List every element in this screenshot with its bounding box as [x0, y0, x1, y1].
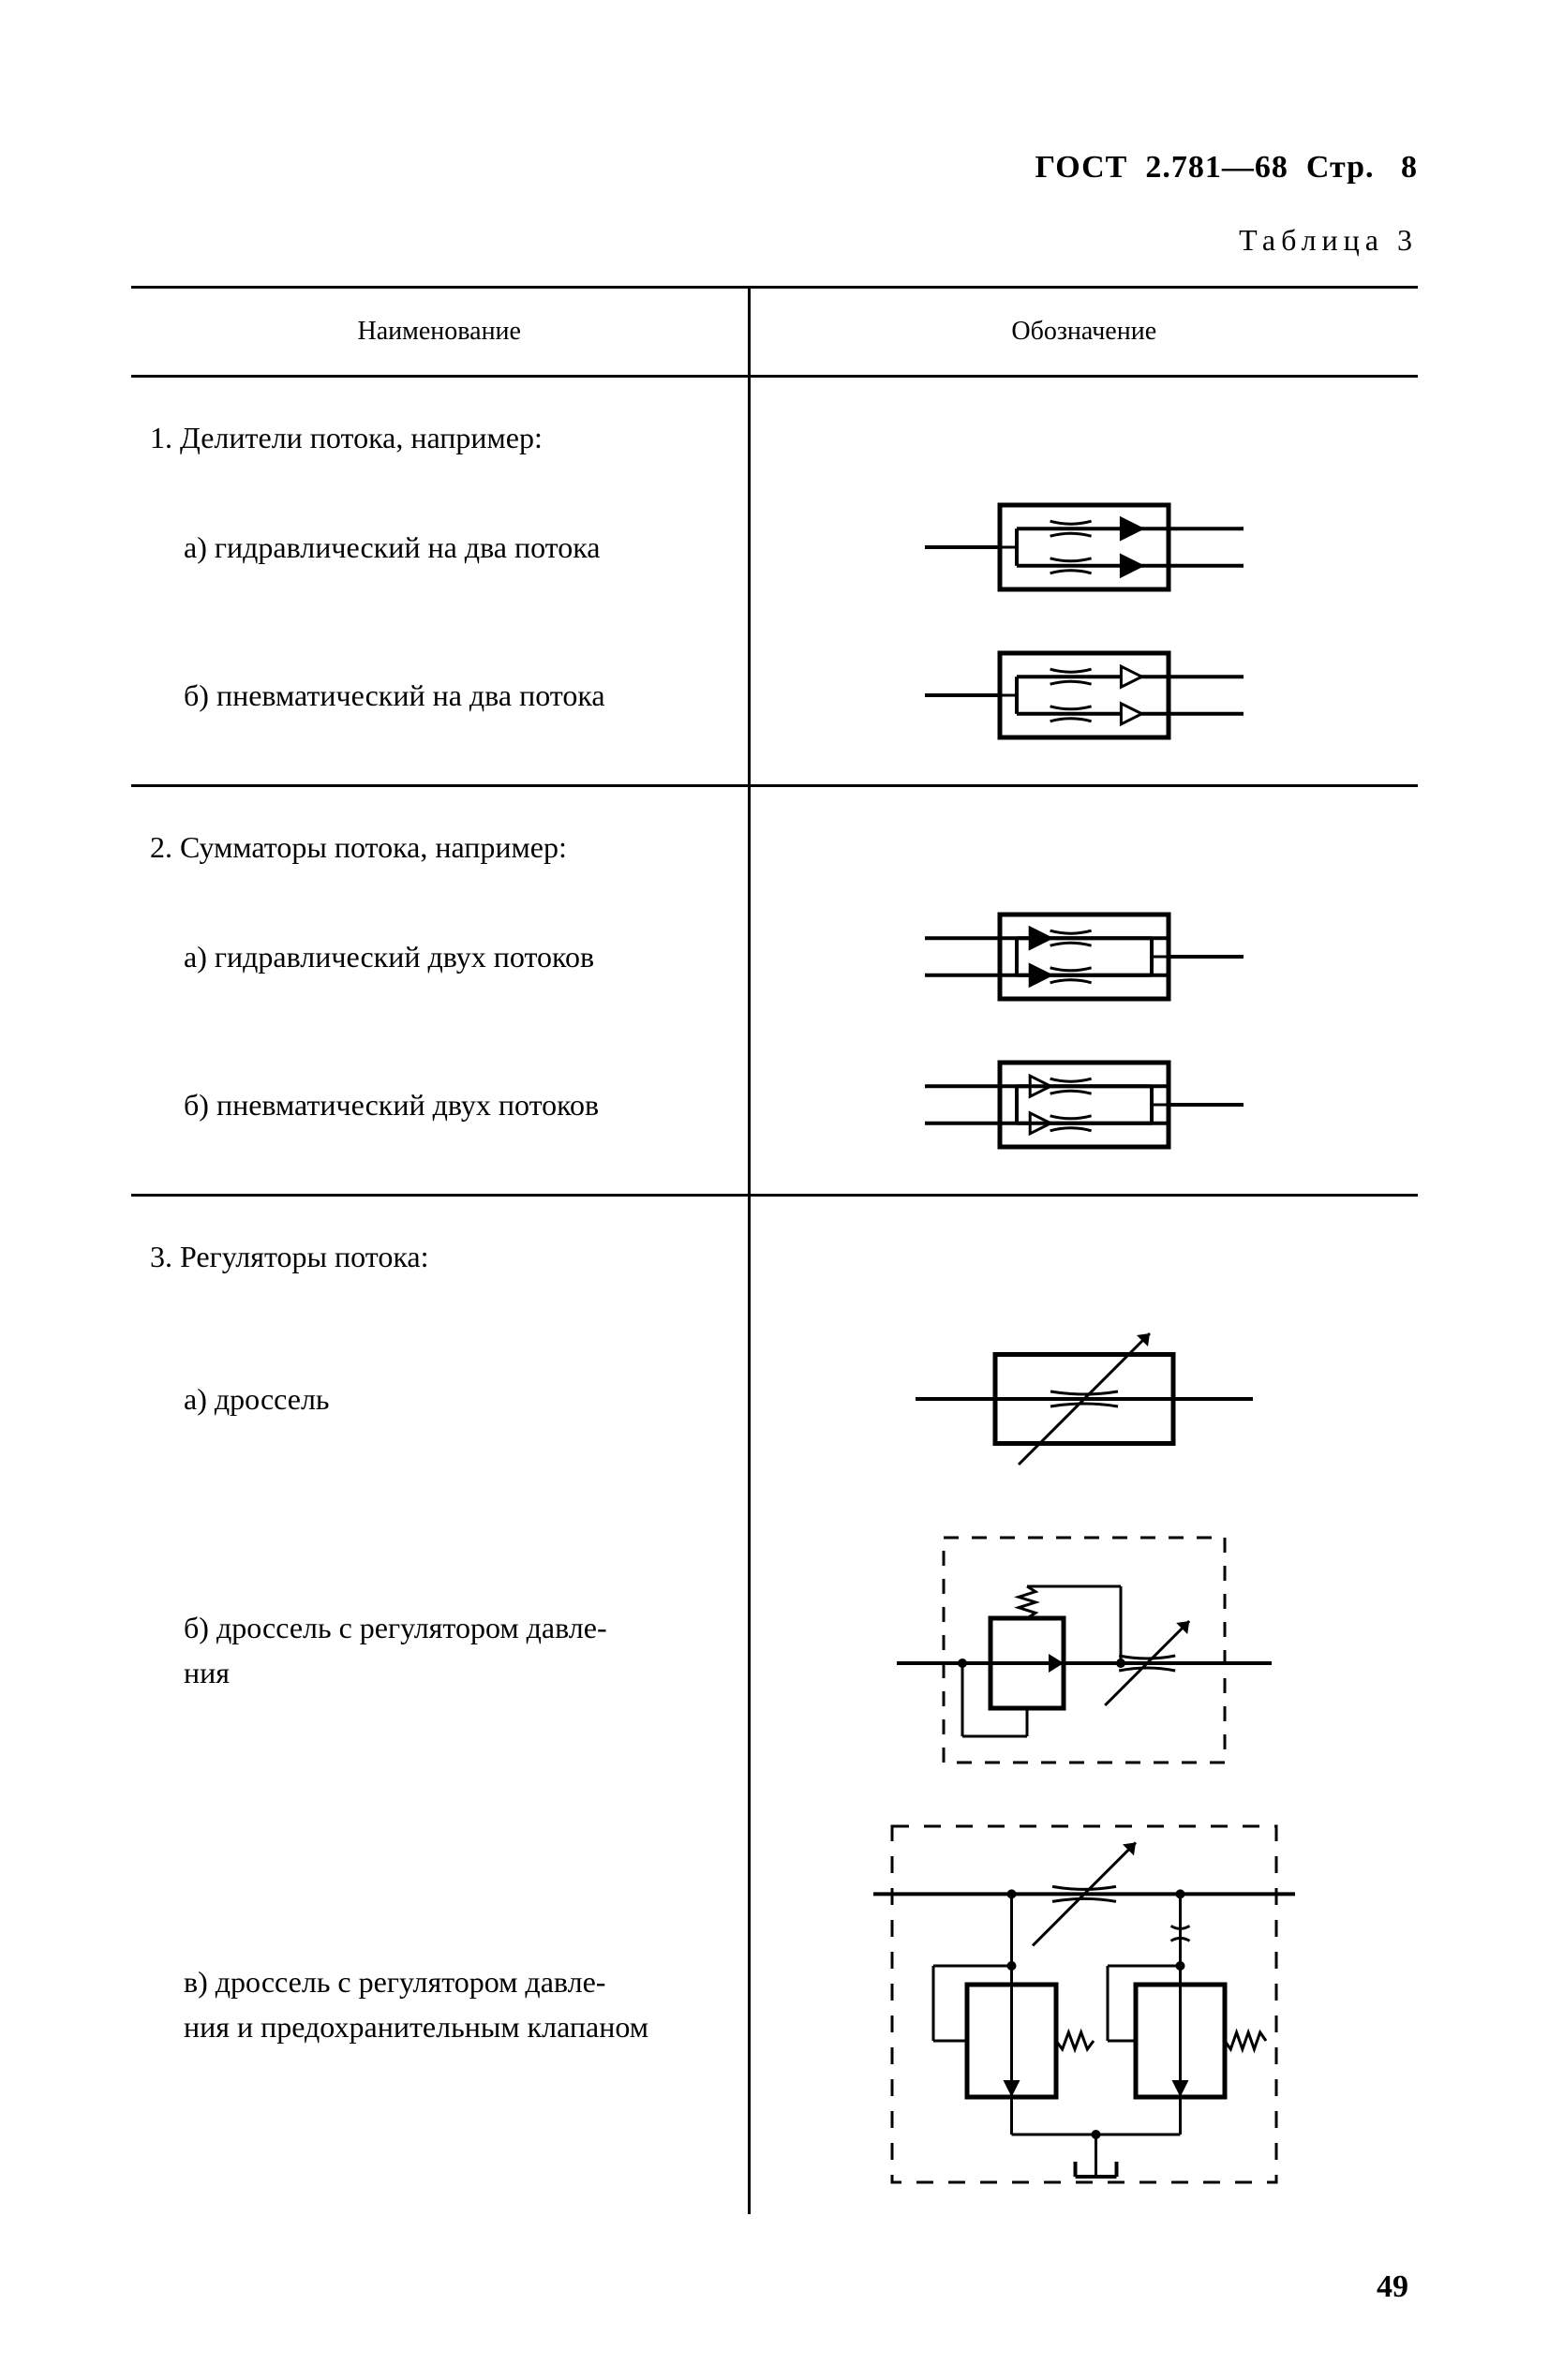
symbols-table: Наименование Обозначение 1. Делители пот… [131, 286, 1418, 2214]
item-symbol [749, 1031, 1418, 1196]
item-label: б) дроссель с регулятором давле-ния [131, 1506, 749, 1794]
item-label: б) пневматический двух потоков [131, 1031, 749, 1196]
item-symbol [749, 1292, 1418, 1506]
item-symbol [749, 621, 1418, 786]
item-label: а) дроссель [131, 1292, 749, 1506]
item-label: а) гидравлический на два потока [131, 473, 749, 621]
item-symbol [749, 1506, 1418, 1794]
section-title: 3. Регуляторы потока: [131, 1196, 749, 1293]
page-number: 49 [1377, 2269, 1408, 2305]
item-label: а) гидравлический двух потоков [131, 883, 749, 1031]
page-prefix: Стр. [1306, 150, 1375, 185]
column-symbol: Обозначение [749, 288, 1418, 377]
standard-name: ГОСТ [1035, 150, 1127, 185]
standard-number: 2.781—68 [1145, 150, 1288, 185]
item-symbol [749, 473, 1418, 621]
section-title: 2. Сумматоры потока, например: [131, 786, 749, 884]
table-label: Таблица 3 [131, 223, 1418, 258]
item-symbol [749, 883, 1418, 1031]
item-label: в) дроссель с регулятором давле-ния и пр… [131, 1794, 749, 2214]
document-header: ГОСТ 2.781—68 Стр. 8 [131, 150, 1418, 186]
column-name: Наименование [131, 288, 749, 377]
section-title: 1. Делители потока, например: [131, 377, 749, 474]
item-symbol [749, 1794, 1418, 2214]
item-label: б) пневматический на два потока [131, 621, 749, 786]
header-page: 8 [1401, 150, 1418, 185]
